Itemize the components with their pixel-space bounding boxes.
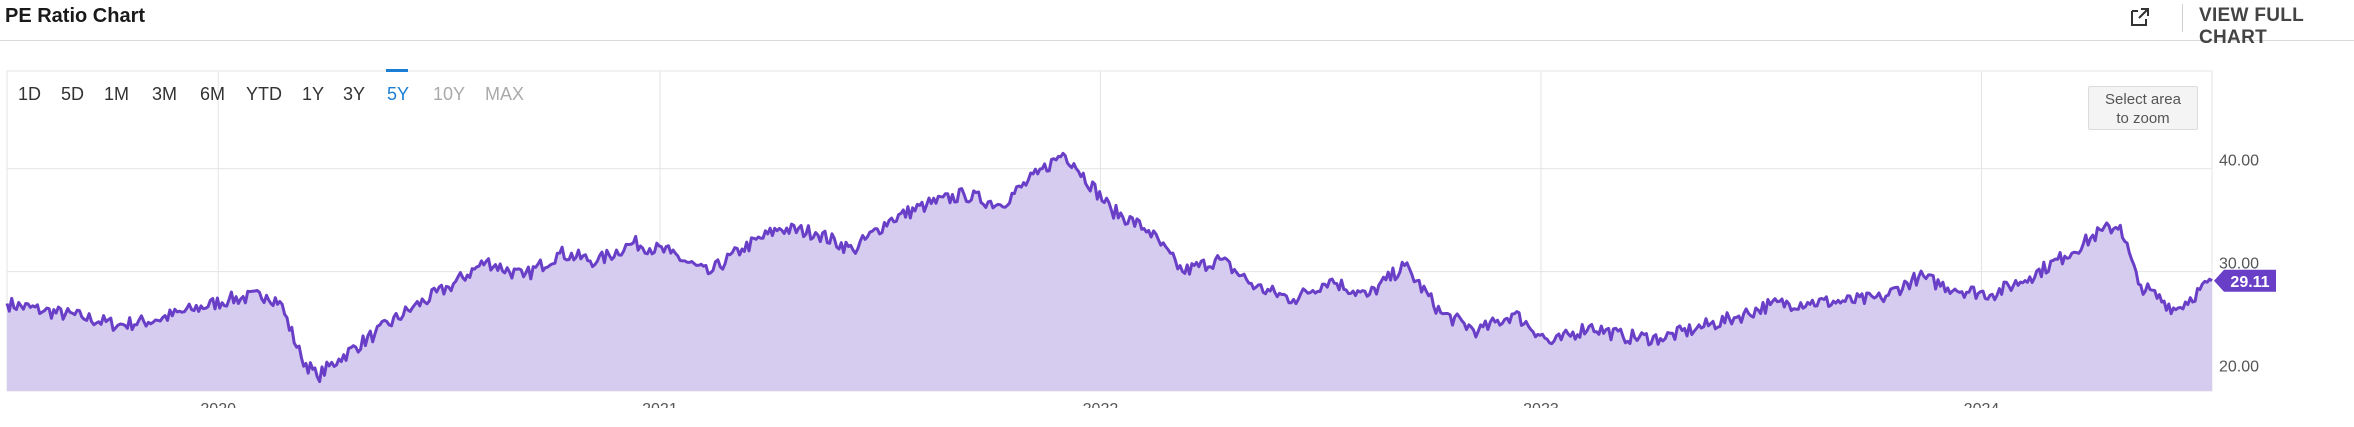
range-selector[interactable]: 1D 5D 1M 3M 6M YTD 1Y 3Y 5Y 10Y MAX [18,69,524,104]
range-button-1m[interactable]: 1M [104,84,129,104]
last-value-badge: 29.11 [2214,269,2276,292]
x-tick-label: 2022 [1083,401,1119,408]
last-value-badge-shape [2214,269,2276,292]
zoom-hint-line1: Select area [2105,91,2181,108]
last-value-label: 29.11 [2230,274,2269,291]
x-tick-label: 2023 [1523,401,1559,408]
x-tick-label: 2024 [1964,401,2000,408]
x-tick-label: 2020 [200,401,236,408]
pe-ratio-line [5,151,2213,384]
y-tick-label: 30.00 [2219,256,2259,273]
range-button-6m[interactable]: 6M [200,84,225,104]
zoom-hint-line2: to zoom [2116,110,2170,127]
chart-axes: 2020 2021 2022 2023 2024 20.00 30.00 40.00 [200,153,2259,408]
range-button-10y: 10Y [433,84,465,104]
x-tick-label: 2021 [642,401,678,408]
range-button-3m[interactable]: 3M [152,84,177,104]
header-divider [2182,4,2183,32]
external-link-icon[interactable] [2128,5,2152,29]
range-button-max: MAX [485,84,524,104]
active-range-indicator [386,69,408,72]
chart-header: PE Ratio Chart VIEW FULL CHART [0,0,2354,48]
range-button-1d[interactable]: 1D [18,84,41,104]
zoom-hint: Select area to zoom [2088,86,2198,130]
range-button-3y[interactable]: 3Y [343,84,365,104]
pe-ratio-chart[interactable]: 2020 2021 2022 2023 2024 20.00 30.00 40.00 1D 5D… [0,68,2354,408]
view-full-chart-link[interactable]: VIEW FULL CHART [2199,5,2304,48]
y-tick-label: 40.00 [2219,153,2259,170]
pe-ratio-area [7,153,2212,391]
range-button-5y[interactable]: 5Y [387,84,409,104]
range-button-1y[interactable]: 1Y [302,84,324,104]
y-tick-label: 20.00 [2219,359,2259,376]
range-button-ytd[interactable]: YTD [246,84,282,104]
range-button-5d[interactable]: 5D [61,84,84,104]
page-title: PE Ratio Chart [5,5,146,27]
